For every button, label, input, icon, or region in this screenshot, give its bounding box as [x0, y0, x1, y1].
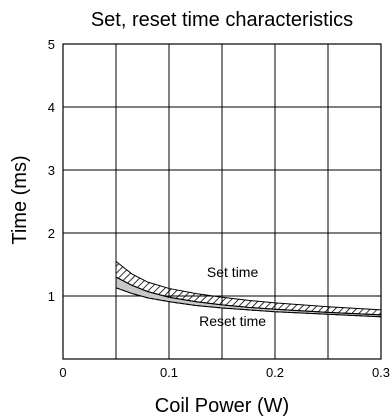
annotation-label: Set time [207, 264, 259, 280]
y-tick-label: 4 [48, 100, 55, 115]
y-tick-label: 1 [48, 289, 55, 304]
x-tick-label: 0.1 [160, 365, 178, 380]
y-tick-label: 3 [48, 163, 55, 178]
y-tick-label: 2 [48, 226, 55, 241]
x-tick-label: 0.3 [372, 365, 390, 380]
reset-time-lower-edge [115, 287, 382, 318]
plot-frame [62, 43, 382, 360]
annotation-label: Reset time [199, 313, 266, 329]
y-tick-labels: 1 2 3 4 5 [48, 37, 55, 304]
x-axis-label: Coil Power (W) [155, 395, 289, 417]
y-tick-label: 5 [48, 37, 55, 52]
x-tick-label: 0.2 [266, 365, 284, 380]
x-tick-label: 0 [59, 365, 66, 380]
x-tick-labels: 0 0.1 0.2 0.3 [59, 365, 390, 380]
plot-border [62, 43, 382, 360]
annotations: Set time Reset time [199, 264, 266, 329]
y-axis-label: Time (ms) [9, 155, 31, 244]
grid [63, 44, 381, 359]
chart-title: Set, reset time characteristics [91, 9, 353, 31]
